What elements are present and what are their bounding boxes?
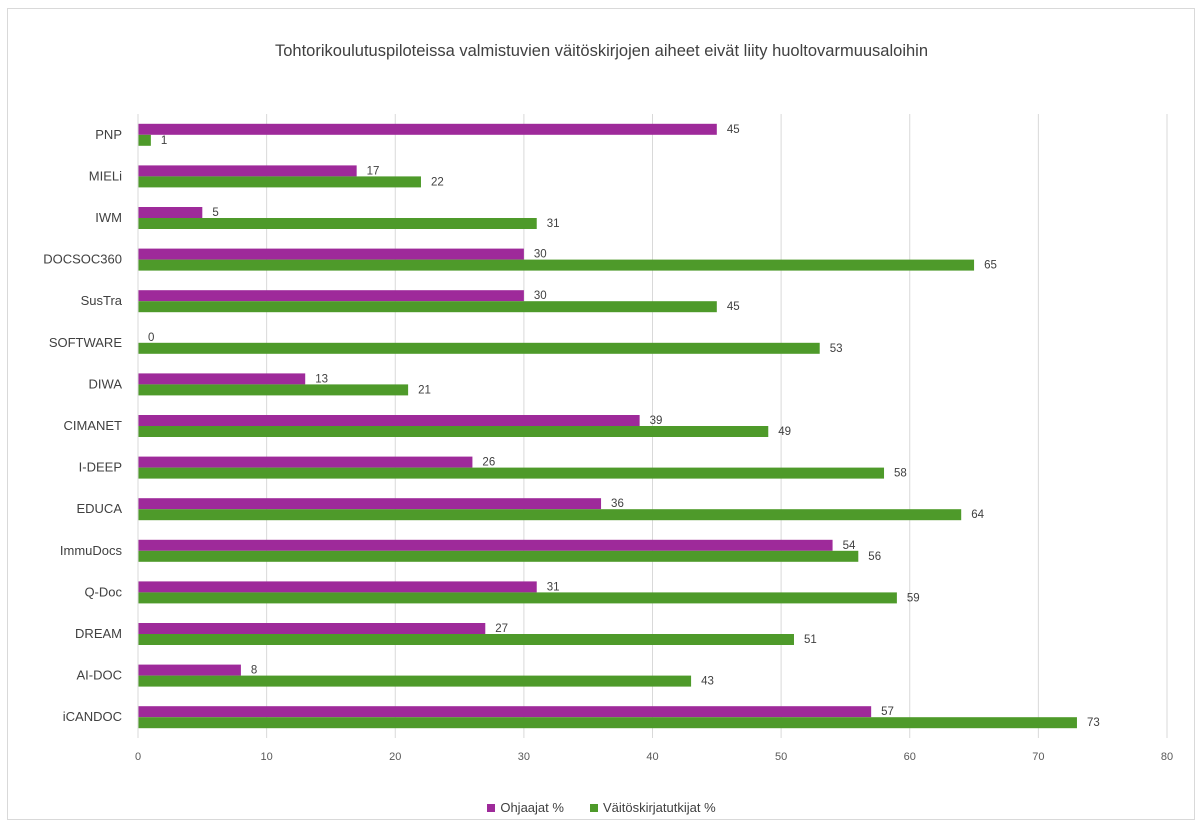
- x-tick-label-70: 70: [1032, 751, 1044, 763]
- bar-cimanet-series-0: [138, 415, 640, 426]
- data-label-immudocs-series-1: 56: [868, 551, 881, 563]
- data-label-q-doc-series-0: 31: [547, 581, 560, 593]
- category-label-software: SOFTWARE: [49, 335, 123, 350]
- data-label-pnp-series-1: 1: [161, 135, 167, 147]
- bar-pnp-series-1: [138, 134, 151, 146]
- category-label-pnp: PNP: [95, 127, 122, 142]
- bar-dream-series-1: [138, 634, 794, 645]
- bar-sustra-series-1: [138, 301, 717, 313]
- data-label-docsoc360-series-1: 65: [984, 260, 997, 272]
- bar-mieli-series-0: [138, 165, 357, 177]
- chart-title: Tohtorikoulutuspiloteissa valmistuvien v…: [275, 42, 928, 60]
- bar-i-deep-series-0: [138, 456, 473, 468]
- bar-docsoc360-series-1: [138, 259, 975, 271]
- bar-icandoc-series-1: [138, 717, 1077, 729]
- category-label-educa: EDUCA: [76, 501, 122, 516]
- data-label-cimanet-series-0: 39: [650, 415, 663, 427]
- data-label-software-series-1: 53: [830, 343, 843, 355]
- legend-label-vaitoskirjatutkijat: Väitöskirjatutkijat %: [602, 800, 716, 815]
- bar-immudocs-series-1: [138, 550, 859, 562]
- data-label-docsoc360-series-0: 30: [534, 249, 547, 261]
- legend-label-ohjaajat: Ohjaajat %: [500, 800, 564, 815]
- bar-q-doc-series-0: [138, 581, 537, 593]
- bar-diwa-series-0: [138, 373, 306, 385]
- data-label-sustra-series-0: 30: [534, 290, 547, 302]
- data-label-i-deep-series-0: 26: [482, 457, 495, 469]
- category-label-docsoc360: DOCSOC360: [43, 252, 122, 267]
- data-label-cimanet-series-1: 49: [778, 426, 791, 438]
- legend-item-ohjaajat: Ohjaajat %: [487, 800, 564, 815]
- data-label-dream-series-1: 51: [804, 634, 817, 646]
- data-label-ai-doc-series-0: 8: [251, 665, 257, 677]
- category-label-immudocs: ImmuDocs: [60, 543, 123, 558]
- data-label-iwm-series-0: 5: [212, 207, 218, 219]
- x-tick-label-60: 60: [904, 751, 916, 763]
- category-label-mieli: MIELi: [89, 168, 122, 183]
- legend-item-vaitoskirjatutkijat: Väitöskirjatutkijat %: [589, 800, 716, 815]
- x-tick-label-10: 10: [261, 751, 273, 763]
- data-label-icandoc-series-1: 73: [1087, 717, 1100, 729]
- data-label-mieli-series-1: 22: [431, 176, 444, 188]
- data-label-educa-series-0: 36: [611, 498, 624, 510]
- legend: Ohjaajat % Väitöskirjatutkijat %: [0, 800, 1203, 815]
- category-label-diwa: DIWA: [89, 376, 123, 391]
- bar-docsoc360-series-0: [138, 248, 524, 260]
- x-tick-label-20: 20: [389, 751, 401, 763]
- category-label-sustra: SusTra: [81, 293, 123, 308]
- bar-dream-series-0: [138, 623, 486, 634]
- data-label-mieli-series-0: 17: [367, 165, 380, 177]
- bar-diwa-series-1: [138, 384, 409, 396]
- x-tick-label-50: 50: [775, 751, 787, 763]
- bar-icandoc-series-0: [138, 706, 872, 718]
- category-label-icandoc: iCANDOC: [63, 709, 122, 724]
- category-label-ai-doc: AI-DOC: [77, 668, 123, 683]
- bar-mieli-series-1: [138, 176, 421, 188]
- bar-ai-doc-series-0: [138, 664, 241, 676]
- category-label-dream: DREAM: [75, 626, 122, 641]
- category-label-iwm: IWM: [95, 210, 122, 225]
- x-tick-label-30: 30: [518, 751, 530, 763]
- bar-pnp-series-0: [138, 123, 717, 135]
- data-label-software-series-0: 0: [148, 332, 154, 344]
- data-label-icandoc-series-0: 57: [881, 706, 894, 718]
- bar-sustra-series-0: [138, 290, 524, 302]
- data-label-pnp-series-0: 45: [727, 124, 740, 136]
- bar-iwm-series-1: [138, 218, 537, 229]
- x-tick-label-0: 0: [135, 751, 141, 763]
- bar-i-deep-series-1: [138, 467, 885, 479]
- legend-swatch-vaitoskirjatutkijat: [589, 803, 598, 812]
- data-label-immudocs-series-0: 54: [843, 540, 856, 552]
- legend-swatch-ohjaajat: [487, 803, 496, 812]
- bar-educa-series-1: [138, 509, 962, 521]
- data-label-ai-doc-series-1: 43: [701, 676, 714, 688]
- category-label-i-deep: I-DEEP: [79, 460, 122, 475]
- bar-ai-doc-series-1: [138, 675, 692, 687]
- category-label-cimanet: CIMANET: [64, 418, 123, 433]
- data-label-diwa-series-0: 13: [315, 373, 328, 385]
- data-label-i-deep-series-1: 58: [894, 468, 907, 480]
- bar-cimanet-series-1: [138, 426, 769, 437]
- data-label-diwa-series-1: 21: [418, 384, 431, 396]
- data-label-iwm-series-1: 31: [547, 218, 560, 230]
- bar-immudocs-series-0: [138, 539, 833, 551]
- bar-software-series-1: [138, 342, 820, 354]
- data-label-sustra-series-1: 45: [727, 301, 740, 313]
- bar-educa-series-0: [138, 498, 602, 510]
- data-label-dream-series-0: 27: [495, 623, 508, 635]
- data-label-educa-series-1: 64: [971, 509, 984, 521]
- data-label-q-doc-series-1: 59: [907, 592, 920, 604]
- x-tick-label-80: 80: [1161, 751, 1173, 763]
- category-label-q-doc: Q-Doc: [84, 584, 122, 599]
- x-tick-label-40: 40: [646, 751, 658, 763]
- bar-q-doc-series-1: [138, 592, 897, 604]
- bar-iwm-series-0: [138, 207, 203, 218]
